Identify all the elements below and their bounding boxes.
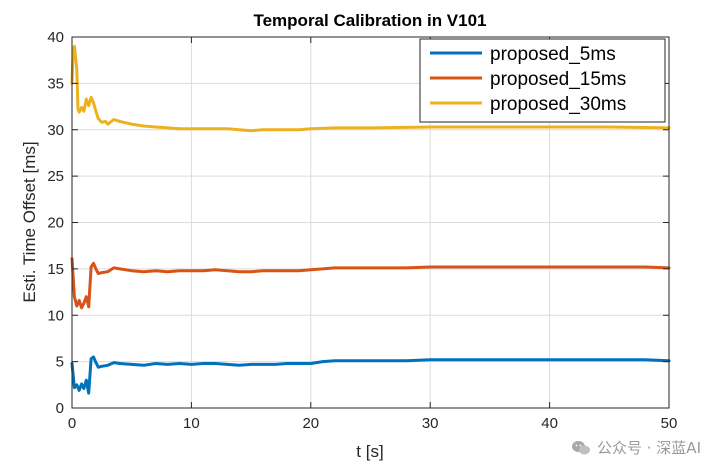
- series-layer: [70, 44, 671, 395]
- legend-label: proposed_5ms: [490, 44, 616, 65]
- chart-title: Temporal Calibration in V101: [253, 11, 486, 30]
- axis-ticks: 0 10 20 30 40 50 0 5 10 15 20 25 30 35 40: [47, 29, 677, 432]
- y-tick-label: 5: [56, 354, 64, 371]
- x-tick-label: 50: [661, 415, 678, 432]
- x-tick-label: 30: [422, 415, 439, 432]
- y-tick-label: 25: [47, 168, 64, 185]
- x-tick-label: 10: [183, 415, 200, 432]
- watermark: 公众号 · 深蓝AI: [571, 437, 701, 458]
- y-tick-label: 30: [47, 122, 64, 139]
- y-tick-label: 20: [47, 215, 64, 232]
- series-line-proposed-5ms: [70, 355, 671, 395]
- legend-label: proposed_30ms: [490, 94, 626, 115]
- series-line-proposed-15ms: [70, 257, 671, 310]
- wechat-icon: [572, 440, 590, 454]
- y-tick-label: 10: [47, 307, 64, 324]
- x-tick-label: 40: [541, 415, 558, 432]
- watermark-text: 公众号 · 深蓝AI: [597, 439, 701, 457]
- y-tick-label: 35: [47, 75, 64, 92]
- x-tick-label: 20: [302, 415, 319, 432]
- x-tick-label: 0: [68, 415, 76, 432]
- legend: proposed_5ms proposed_15ms proposed_30ms: [419, 38, 666, 123]
- y-tick-label: 0: [56, 400, 64, 417]
- y-tick-label: 40: [47, 29, 64, 46]
- x-axis-label: t [s]: [356, 442, 383, 461]
- legend-label: proposed_15ms: [490, 69, 626, 90]
- y-axis-label: Esti. Time Offset [ms]: [20, 141, 39, 302]
- y-tick-label: 15: [47, 261, 64, 278]
- series-line-proposed-30ms: [70, 44, 671, 133]
